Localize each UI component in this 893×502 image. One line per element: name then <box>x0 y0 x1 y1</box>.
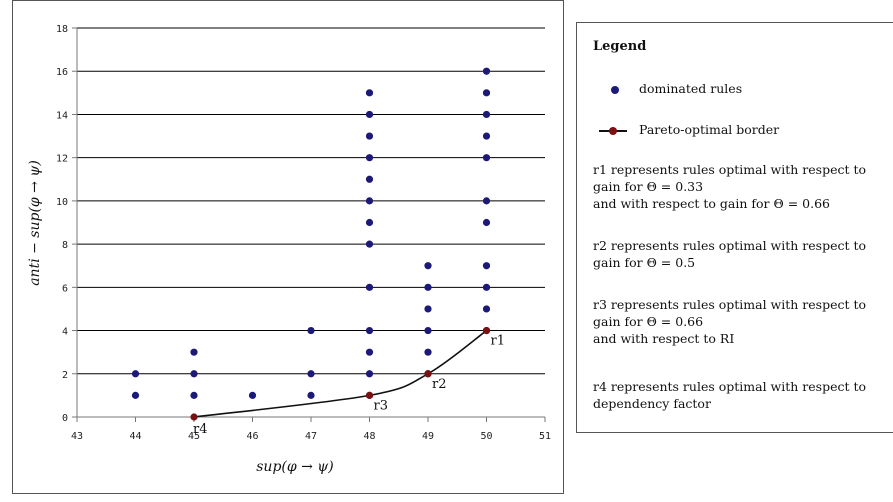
legend-title: Legend <box>593 39 647 54</box>
dominated-rule-point <box>424 283 432 291</box>
x-tick-label: 50 <box>480 431 492 442</box>
note-r4-line-1: r4 represents rules optimal with respect… <box>593 379 867 394</box>
y-tick-label: 16 <box>56 67 68 78</box>
y-tick-label: 18 <box>56 24 68 35</box>
dominated-rule-point <box>482 283 491 291</box>
legend-note-r3: r3 represents rules optimal with respect… <box>593 296 891 347</box>
pareto-border-marker <box>609 127 617 135</box>
dominated-rules-marker <box>611 86 619 94</box>
y-tick-label: 10 <box>56 197 68 208</box>
dominated-rule-point <box>482 305 491 313</box>
note-r2-line-2: gain for Θ = 0.5 <box>593 255 696 270</box>
x-tick-label: 45 <box>188 431 200 442</box>
x-tick-label: 51 <box>539 431 551 442</box>
dominated-rule-point <box>365 283 374 291</box>
x-tick-label: 44 <box>129 431 141 442</box>
dominated-rule-point <box>365 326 374 335</box>
pareto-point-label-r1: r1 <box>491 334 506 349</box>
dominated-rule-point <box>482 262 491 270</box>
dominated-rule-point <box>365 154 374 162</box>
legend-dominated-label: dominated rules <box>639 81 743 96</box>
legend-note-r4: r4 represents rules optimal with respect… <box>593 378 891 412</box>
dominated-rule-point <box>365 240 374 248</box>
pareto-point <box>365 391 374 399</box>
dominated-rule-point <box>424 326 432 335</box>
chart-frame: 0 2 4 6 8 10 12 14 16 18 43 44 45 46 47 48 49 50 51 r4 r3 r2… <box>12 0 564 494</box>
dominated-rule-point <box>365 110 374 119</box>
x-tick-label: 46 <box>246 431 258 442</box>
dominated-rule-point <box>365 132 374 140</box>
y-tick-label: 6 <box>62 283 68 294</box>
dominated-rule-point <box>365 89 374 97</box>
pareto-point-label-r2: r2 <box>432 377 447 392</box>
note-r3-line-2: gain for Θ = 0.66 <box>593 314 704 329</box>
note-r3-line-3: and with respect to RI <box>593 331 735 346</box>
dominated-rule-point <box>482 132 491 140</box>
dominated-rule-point <box>482 110 491 119</box>
dominated-rule-point <box>424 348 432 356</box>
x-tick-label: 47 <box>305 431 317 442</box>
dominated-rule-point <box>482 154 491 162</box>
legend-note-r2: r2 represents rules optimal with respect… <box>593 237 891 271</box>
pareto-point <box>424 370 432 378</box>
legend-panel: Legend dominated rules Pareto-optimal bo… <box>576 22 893 433</box>
y-axis-title: anti − sup(φ → ψ) <box>27 160 43 286</box>
dominated-rule-point <box>482 218 491 227</box>
x-tick-label: 49 <box>422 431 434 442</box>
note-r1-line-3: and with respect to gain for Θ = 0.66 <box>593 196 831 211</box>
y-tick-label: 14 <box>56 110 68 121</box>
dominated-rule-point <box>482 89 491 97</box>
dominated-rule-point <box>307 370 315 378</box>
y-tick-label: 8 <box>62 240 68 251</box>
legend-border-label: Pareto-optimal border <box>639 122 780 137</box>
pareto-border-line <box>193 329 487 418</box>
y-tick-label: 12 <box>56 154 68 165</box>
x-axis-title: sup(φ → ψ) <box>256 459 334 475</box>
x-tick-label: 43 <box>71 431 83 442</box>
dominated-rule-point <box>365 218 374 227</box>
note-r3-line-1: r3 represents rules optimal with respect… <box>593 297 867 312</box>
pareto-point-label-r3: r3 <box>374 398 389 413</box>
dominated-rule-point <box>365 197 374 205</box>
dominated-rule-point <box>190 348 198 356</box>
dominated-rule-point <box>482 197 491 205</box>
dominated-rule-point <box>131 370 140 378</box>
pareto-point <box>482 326 491 335</box>
note-r1-line-1: r1 represents rules optimal with respect… <box>593 162 867 177</box>
dominated-rule-point <box>365 348 374 356</box>
y-tick-label: 2 <box>62 370 68 381</box>
dominated-rule-point <box>307 326 315 335</box>
dominated-rule-point <box>190 370 198 378</box>
dominated-rule-point <box>131 391 140 399</box>
legend-note-r1: r1 represents rules optimal with respect… <box>593 161 891 212</box>
dominated-rule-point <box>248 391 257 399</box>
dominated-rule-point <box>424 262 432 270</box>
x-tick-label: 48 <box>363 431 375 442</box>
pareto-point-label-r4: r4 <box>193 422 208 437</box>
note-r1-line-2: gain for Θ = 0.33 <box>593 179 704 194</box>
dominated-rule-point <box>365 175 374 183</box>
y-tick-label: 4 <box>62 327 68 338</box>
note-r2-line-1: r2 represents rules optimal with respect… <box>593 238 867 253</box>
dominated-rule-point <box>482 67 491 75</box>
dominated-rule-point <box>307 391 315 399</box>
dominated-rule-point <box>424 305 432 313</box>
note-r4-line-2: dependency factor <box>593 396 711 411</box>
pareto-point <box>190 413 198 421</box>
y-tick-label: 0 <box>62 413 68 424</box>
dominated-rule-point <box>190 391 198 399</box>
dominated-rule-point <box>365 370 374 378</box>
